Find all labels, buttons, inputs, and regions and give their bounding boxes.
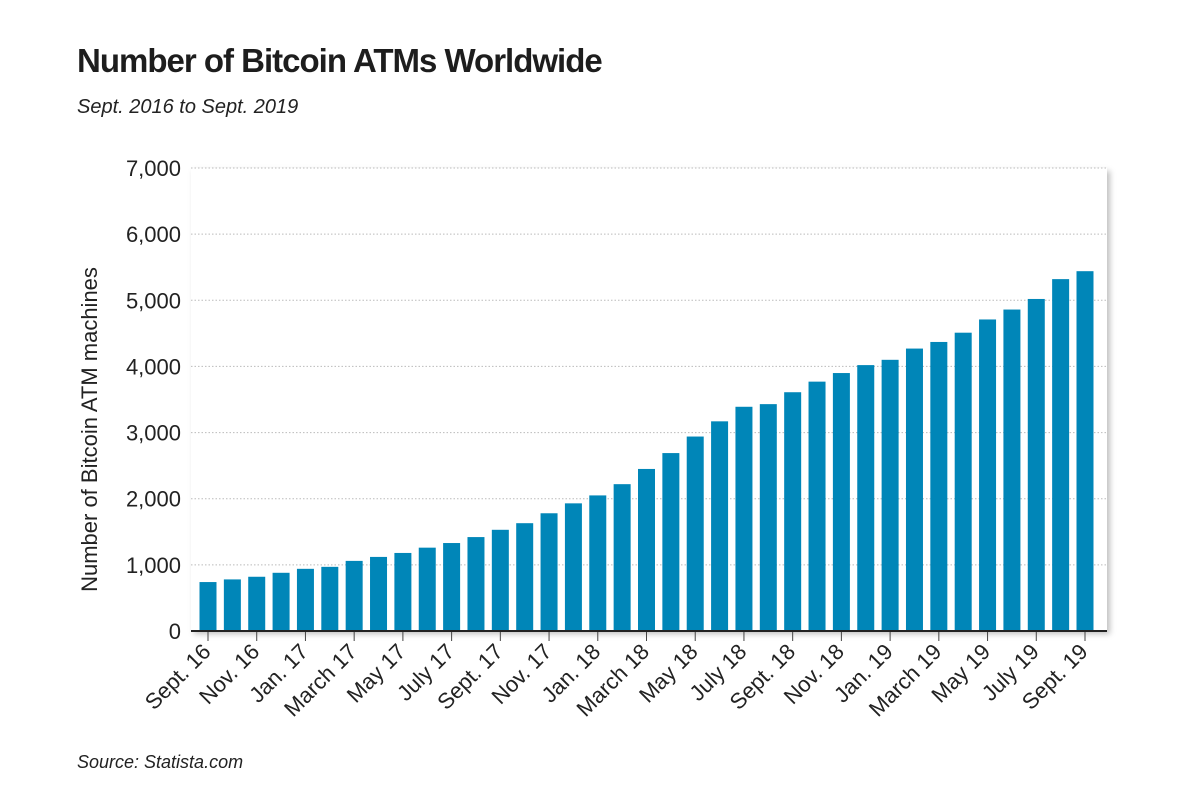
bar bbox=[272, 572, 290, 631]
bar bbox=[223, 579, 241, 631]
bar bbox=[1052, 279, 1070, 631]
chart-subtitle: Sept. 2016 to Sept. 2019 bbox=[77, 96, 299, 118]
bar bbox=[954, 332, 972, 631]
source-note: Source: Statista.com bbox=[77, 752, 244, 772]
bar bbox=[686, 436, 704, 631]
bar bbox=[613, 484, 631, 631]
y-tick-label: 3,000 bbox=[126, 421, 181, 446]
bar bbox=[394, 552, 412, 631]
bar bbox=[418, 547, 436, 631]
bar bbox=[296, 568, 314, 631]
bar bbox=[1027, 298, 1045, 631]
y-axis-label: Number of Bitcoin ATM machines bbox=[77, 267, 102, 592]
bar bbox=[370, 556, 388, 631]
y-tick-label: 6,000 bbox=[126, 222, 181, 247]
bar bbox=[905, 348, 923, 631]
bar bbox=[930, 341, 948, 631]
y-tick-label: 5,000 bbox=[126, 288, 181, 313]
chart-title: Number of Bitcoin ATMs Worldwide bbox=[77, 42, 603, 79]
bar bbox=[443, 543, 461, 631]
bar bbox=[516, 523, 534, 631]
bar bbox=[881, 359, 899, 631]
bar bbox=[662, 453, 680, 631]
bar bbox=[1076, 271, 1094, 631]
bar bbox=[564, 503, 582, 631]
bar bbox=[540, 513, 558, 631]
bar bbox=[979, 319, 997, 631]
bar bbox=[467, 537, 485, 631]
bar bbox=[784, 392, 802, 631]
bar bbox=[759, 404, 777, 631]
bar bbox=[711, 421, 729, 631]
bar bbox=[199, 582, 217, 631]
y-tick-label: 0 bbox=[169, 619, 181, 644]
bar bbox=[589, 495, 607, 631]
bar bbox=[638, 468, 655, 631]
bar bbox=[491, 529, 509, 631]
bar bbox=[735, 406, 753, 631]
bar bbox=[248, 576, 266, 631]
y-tick-label: 2,000 bbox=[126, 487, 181, 512]
bar bbox=[832, 373, 850, 631]
bar bbox=[345, 560, 363, 631]
bar bbox=[808, 381, 826, 631]
x-tick-label: Sept. 16 bbox=[140, 639, 216, 715]
y-tick-label: 4,000 bbox=[126, 354, 181, 379]
y-tick-label: 7,000 bbox=[126, 156, 181, 181]
bar bbox=[321, 566, 339, 631]
bar bbox=[1003, 309, 1021, 631]
bar bbox=[857, 365, 875, 631]
y-tick-label: 1,000 bbox=[126, 553, 181, 578]
